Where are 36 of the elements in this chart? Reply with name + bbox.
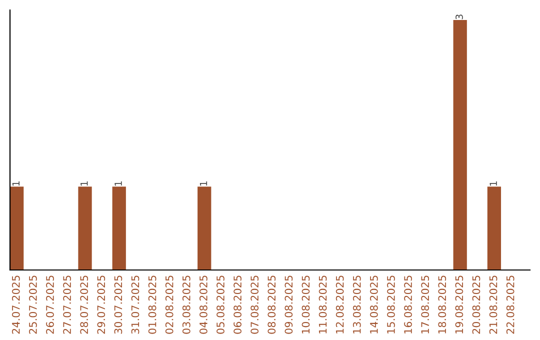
x-tick-label: 01.08.2025 xyxy=(148,276,156,334)
x-tick-label: 19.08.2025 xyxy=(455,276,464,334)
x-tick-label: 17.08.2025 xyxy=(421,276,430,334)
x-tick-label: 10.08.2025 xyxy=(302,276,310,334)
x-tick-label: 16.08.2025 xyxy=(404,276,412,334)
x-tick-label: 09.08.2025 xyxy=(284,276,293,334)
x-tick-label: 11.08.2025 xyxy=(318,276,327,334)
data-label: 1 xyxy=(114,181,122,186)
x-tick-label: 22.08.2025 xyxy=(506,276,514,334)
data-label: 1 xyxy=(490,181,497,186)
x-tick-label: 21.08.2025 xyxy=(489,276,498,334)
x-tick-label: 18.08.2025 xyxy=(438,276,446,334)
x-tick-label: 12.08.2025 xyxy=(336,276,344,334)
x-tick-label: 27.07.2025 xyxy=(63,276,71,334)
data-label: 1 xyxy=(12,181,20,186)
x-tick-label: 24.07.2025 xyxy=(12,276,20,334)
x-tick-label: 13.08.2025 xyxy=(352,276,361,334)
x-tick-label: 04.08.2025 xyxy=(200,276,208,334)
x-tick-label: 25.07.2025 xyxy=(29,276,37,334)
x-tick-label: 03.08.2025 xyxy=(182,276,190,334)
x-tick-label: 08.08.2025 xyxy=(268,276,276,334)
x-tick-label: 26.07.2025 xyxy=(46,276,54,334)
x-tick-label: 15.08.2025 xyxy=(387,276,395,334)
data-label: 1 xyxy=(80,181,88,186)
x-tick-label: 14.08.2025 xyxy=(370,276,378,334)
x-tick-label: 30.07.2025 xyxy=(114,276,122,334)
x-tick-label: 06.08.2025 xyxy=(234,276,242,334)
x-tick-label: 20.08.2025 xyxy=(472,276,480,334)
x-tick-label: 02.08.2025 xyxy=(165,276,174,334)
x-tick-label: 31.07.2025 xyxy=(131,276,140,334)
x-tick-label: 29.07.2025 xyxy=(97,276,106,334)
data-label: 1 xyxy=(200,181,208,186)
data-label: 3 xyxy=(456,14,463,20)
x-tick-label: 05.08.2025 xyxy=(216,276,224,334)
x-tick-label: 28.07.2025 xyxy=(80,276,88,334)
x-tick-label: 07.08.2025 xyxy=(250,276,259,334)
